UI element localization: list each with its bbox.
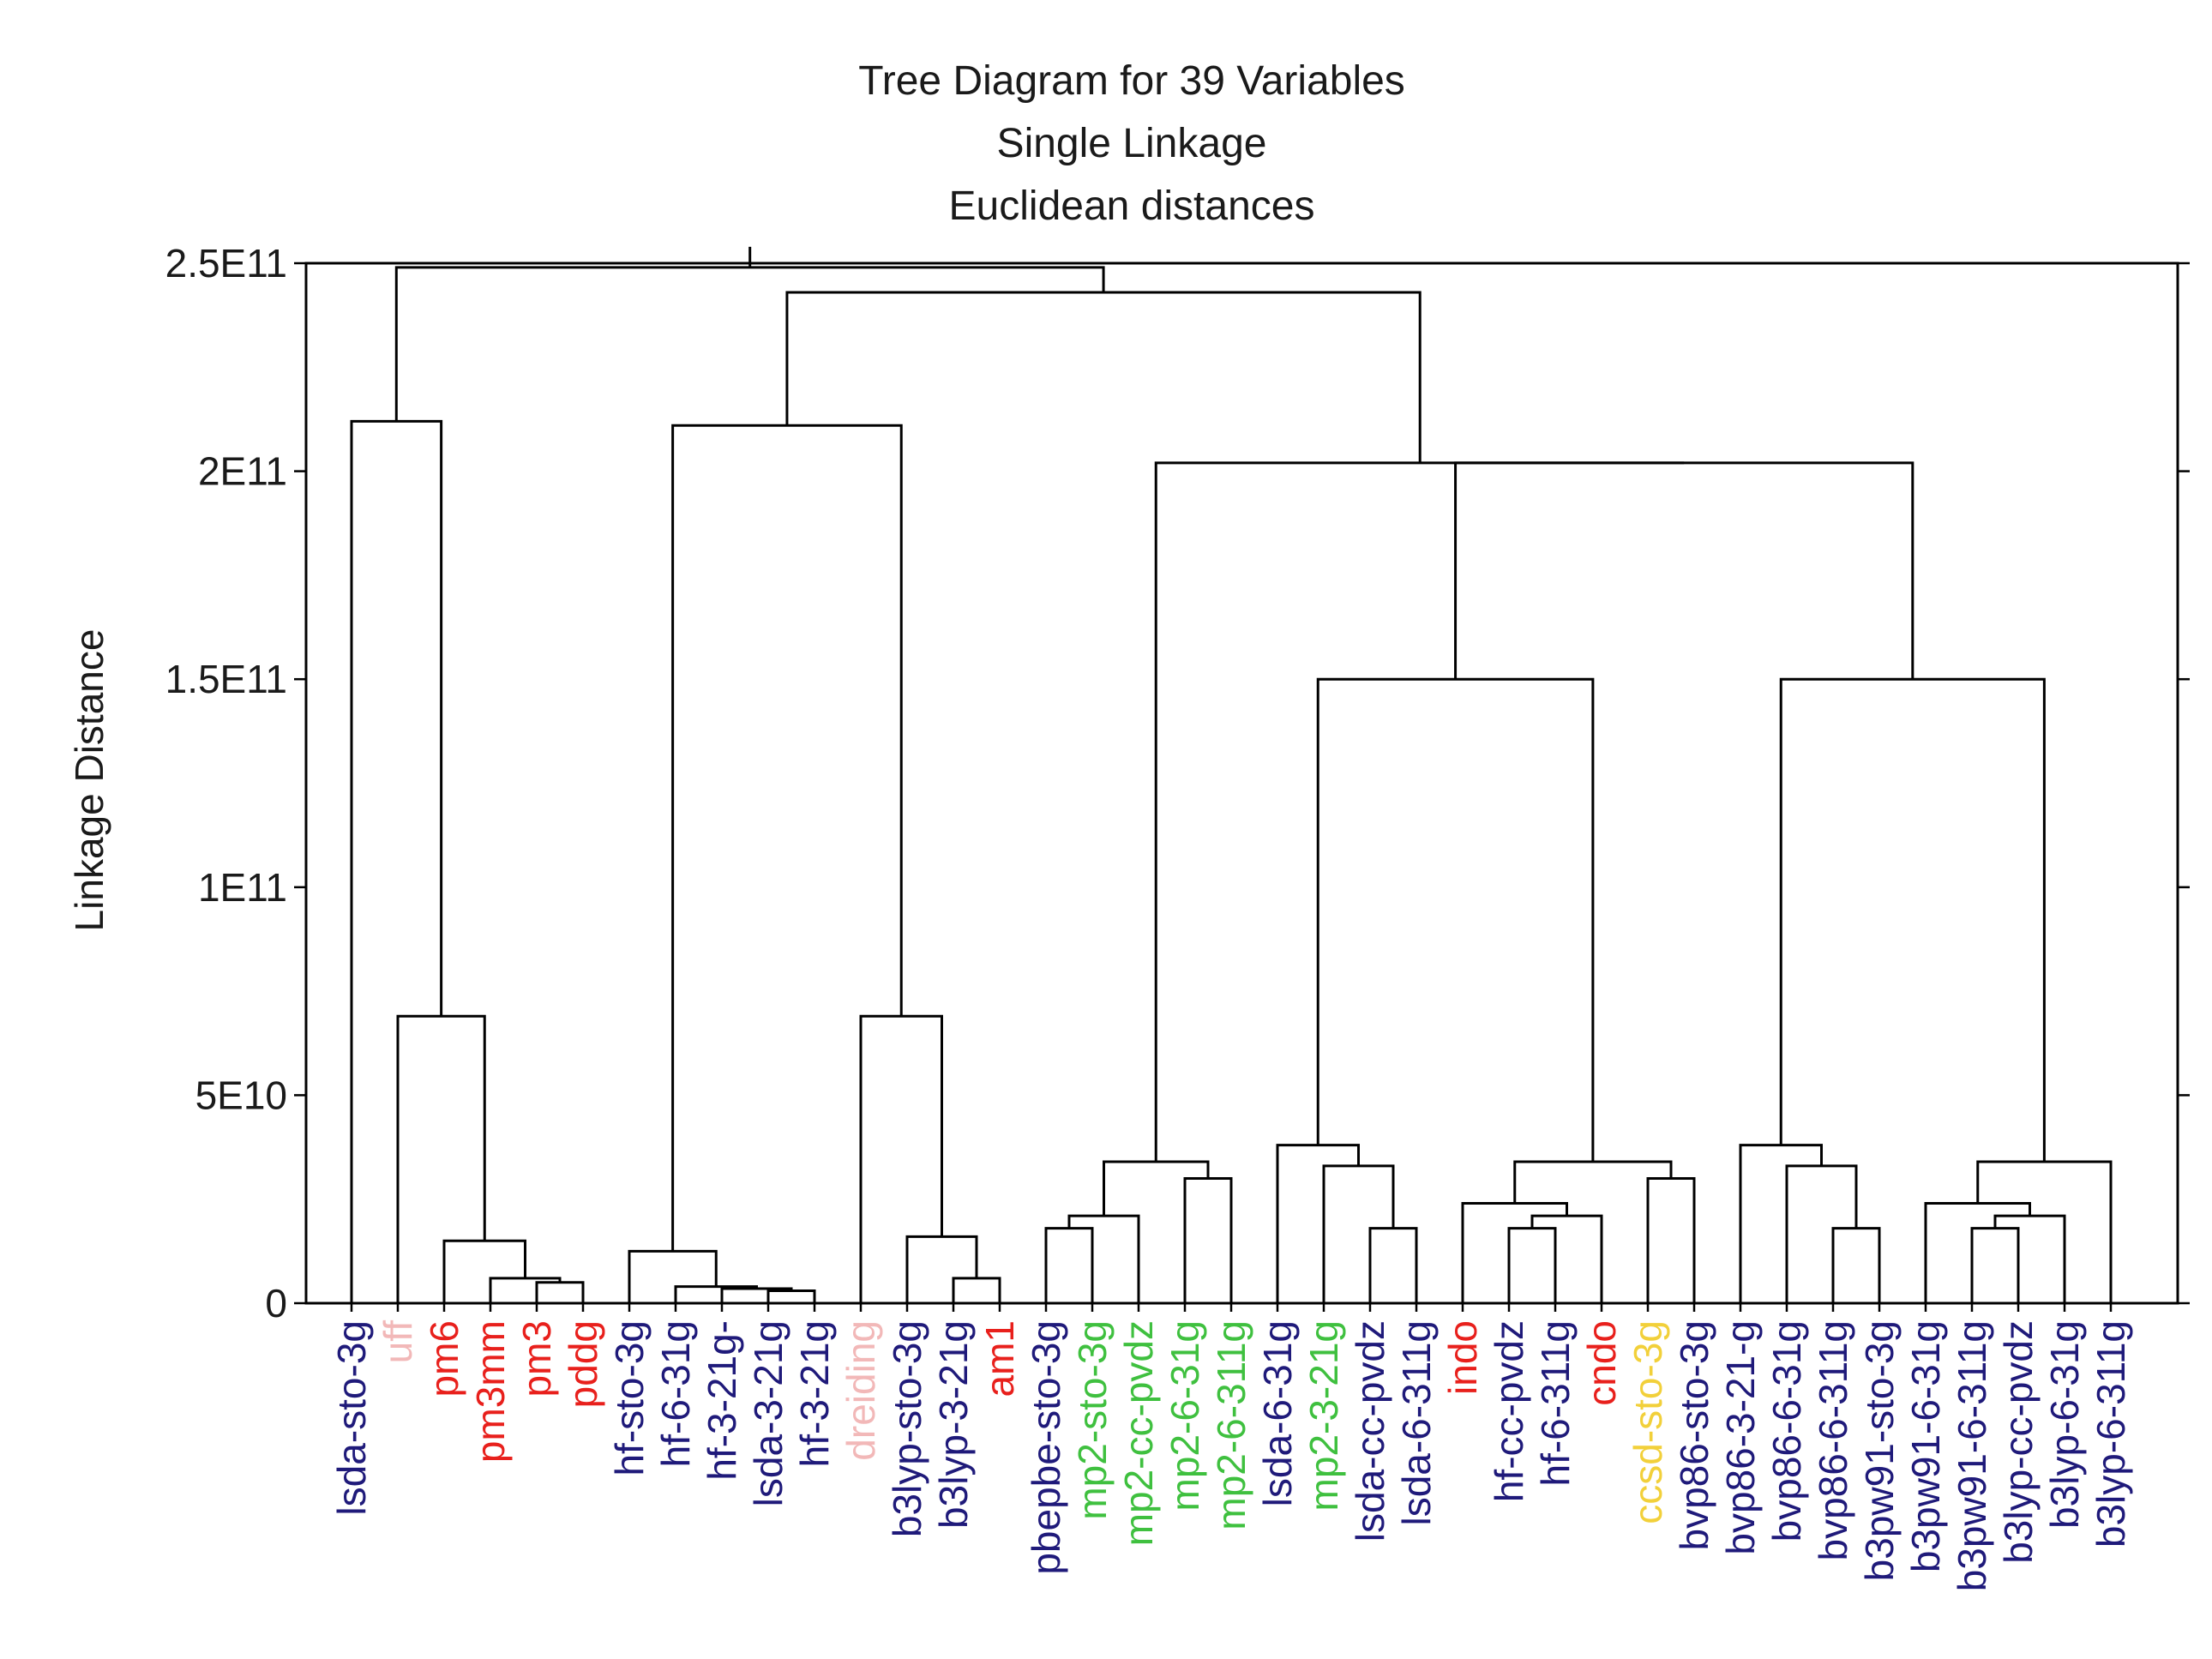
merge-link-v1 <box>1831 1227 1881 1303</box>
merge-link-root <box>394 266 1105 422</box>
title-line-1: Tree Diagram for 39 Variables <box>858 58 1405 104</box>
leaf-label: dreiding <box>839 1320 883 1461</box>
merge-link-c1 <box>1507 1227 1557 1303</box>
merge-link-m2 <box>1067 1214 1140 1303</box>
y-axis-tick-labels: 0 5E10 1E11 1.5E11 2E11 2.5E11 <box>165 241 287 1325</box>
y-tick-label: 0 <box>265 1281 287 1325</box>
dendrogram-links <box>350 246 2113 1303</box>
merge-link-lv <box>1454 461 1914 680</box>
leaf-label: hf-sto-3g <box>607 1320 652 1476</box>
title-line-3: Euclidean distances <box>949 183 1315 229</box>
leaf-label: mp2-6-311g <box>1209 1320 1253 1530</box>
merge-link-h1 <box>766 1289 816 1303</box>
leaf-label: lsda-6-31g <box>1255 1320 1300 1506</box>
y-tick-label: 2.5E11 <box>165 241 287 286</box>
merge-link-vw <box>1779 677 2046 1163</box>
leaf-label: pbepbe-sto-3g <box>1024 1320 1068 1575</box>
leaf-label: hf-6-311g <box>1533 1320 1578 1487</box>
leaf-label: lsda-6-311g <box>1394 1320 1439 1526</box>
leaf-label: uff <box>376 1320 420 1364</box>
merge-link-w3 <box>1924 1202 2031 1303</box>
merge-link-c2 <box>1530 1214 1603 1303</box>
leaf-label: b3lyp-3-21g <box>931 1320 976 1529</box>
merge-link-m4 <box>1103 1160 1210 1217</box>
merge-link-ml <box>1154 461 1685 1163</box>
merge-link-h2 <box>720 1287 793 1303</box>
leaf-label: b3lyp-6-31g <box>2042 1320 2087 1529</box>
leaf-label: bvp86-3-21-g <box>1718 1320 1763 1555</box>
leaf-label: bvp86-6-311g <box>1811 1320 1855 1560</box>
leaf-label: b3lyp-sto-3g <box>885 1320 929 1537</box>
merge-link-b2 <box>905 1235 978 1303</box>
merge-link-w4 <box>1976 1160 2113 1303</box>
leaf-label: hf-3-21g- <box>700 1320 744 1481</box>
leaf-label: b3pw91-6-31g <box>1903 1320 1948 1572</box>
leaf-label: hf-cc-pvdz <box>1487 1320 1531 1502</box>
merge-link-v3 <box>1739 1144 1823 1303</box>
leaf-label: am1 <box>977 1320 1022 1397</box>
y-tick-label: 1E11 <box>198 865 287 910</box>
chart-title: Tree Diagram for 39 Variables Single Lin… <box>858 58 1405 229</box>
leaf-label: bvp86-sto-3g <box>1672 1320 1716 1551</box>
y-tick-label: 1.5E11 <box>165 657 287 701</box>
leaf-label: lsda-sto-3g <box>329 1320 374 1516</box>
merge-link-m1 <box>1044 1227 1094 1303</box>
y-tick-label: 5E10 <box>195 1073 287 1117</box>
y-axis-ticks <box>294 261 2190 1312</box>
leaf-labels: lsda-sto-3g uff pm6 pm3mm pm3 pddg hf-sto-3g hf… <box>329 1320 2133 1592</box>
leaf-label: mp2-3-21g <box>1301 1320 1346 1511</box>
merge-link-l3 <box>1276 1144 1360 1303</box>
y-tick-label: 2E11 <box>198 449 287 494</box>
merge-link-hb <box>671 424 903 1252</box>
leaf-label: b3pw91-6-311g <box>1950 1320 1994 1591</box>
merge-link-l2 <box>1322 1164 1395 1303</box>
merge-link-h4 <box>628 1249 718 1303</box>
merge-link-hm <box>785 291 1422 463</box>
leaf-label: mp2-sto-3g <box>1070 1320 1115 1520</box>
merge-link-w2 <box>1993 1214 2066 1303</box>
y-axis-label: Linkage Distance <box>67 629 111 932</box>
merge-link-c3 <box>1461 1202 1568 1303</box>
leaf-label: pm6 <box>422 1320 466 1397</box>
merge-link-p2 <box>489 1277 562 1303</box>
merge-link-p5 <box>350 419 443 1303</box>
leaf-label: b3lyp-6-311g <box>2089 1320 2133 1548</box>
merge-link-p4 <box>396 1014 486 1303</box>
merge-link-l1 <box>1368 1227 1418 1303</box>
merge-link-p3 <box>442 1239 526 1303</box>
leaf-label: ccsd-sto-3g <box>1626 1320 1670 1524</box>
merge-link-b3 <box>859 1014 943 1303</box>
leaf-label: pm3 <box>514 1320 559 1397</box>
leaf-label: mp2-cc-pvdz <box>1116 1320 1161 1546</box>
leaf-label: lsda-3-21g <box>746 1320 790 1506</box>
plot-frame <box>304 261 2179 1305</box>
leaf-label: b3lyp-cc-pvdz <box>1996 1320 2041 1564</box>
merge-link-b1 <box>952 1277 1001 1303</box>
merge-link-lc <box>1316 677 1595 1163</box>
merge-link-p1 <box>535 1281 585 1303</box>
leaf-label: pm3mm <box>468 1320 513 1463</box>
merge-link-w1 <box>1970 1227 2020 1303</box>
leaf-label: b3pw91-sto-3g <box>1857 1320 1902 1581</box>
title-line-2: Single Linkage <box>997 121 1267 166</box>
merge-link-v2 <box>1785 1164 1858 1303</box>
leaf-label: indo <box>1440 1320 1485 1395</box>
leaf-label: hf-6-31g <box>653 1320 698 1467</box>
leaf-label: bvp86-6-31g <box>1764 1320 1809 1542</box>
merge-link-c4 <box>1646 1176 1696 1303</box>
leaf-label: mp2-6-31g <box>1163 1320 1207 1511</box>
leaf-label: pddg <box>561 1320 605 1408</box>
leaf-label: hf-3-21g <box>792 1320 837 1467</box>
leaf-label: lsda-cc-pvdz <box>1348 1320 1392 1542</box>
leaf-label: cndo <box>1579 1320 1624 1406</box>
merge-link-m3 <box>1183 1176 1233 1303</box>
